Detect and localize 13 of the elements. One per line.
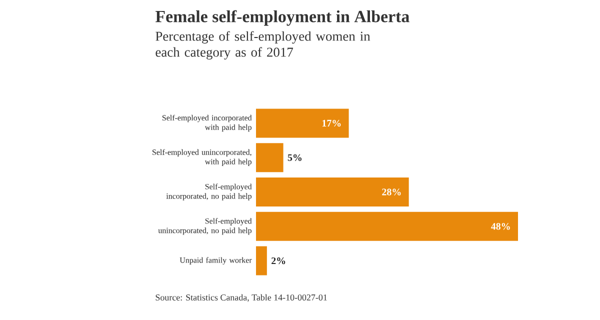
bar bbox=[256, 178, 409, 207]
chart-title: Female self-employment in Alberta bbox=[156, 10, 410, 26]
data-label: 28% bbox=[382, 188, 401, 196]
bar bbox=[256, 212, 518, 241]
data-label: 17% bbox=[322, 120, 341, 127]
bar bbox=[256, 143, 284, 172]
chart-subtitle: Percentage of self-employed women in each category as of 2017 bbox=[156, 31, 370, 60]
bar bbox=[256, 108, 349, 138]
bar bbox=[256, 246, 267, 276]
data-label: 48% bbox=[491, 223, 510, 230]
data-label: 5% bbox=[288, 154, 302, 161]
source-note: Source: Statistics Canada, Table 14-10-0027-01 bbox=[156, 294, 327, 302]
data-label: 2% bbox=[272, 257, 286, 264]
